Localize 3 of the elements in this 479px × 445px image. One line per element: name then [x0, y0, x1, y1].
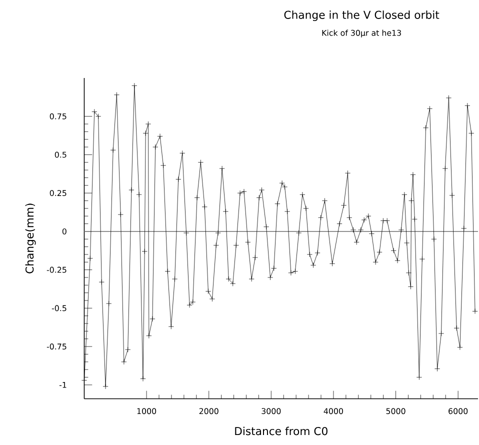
- x-axis-title: Distance from C0: [235, 426, 328, 436]
- chart-title: Change in the V Closed orbit: [284, 10, 440, 21]
- y-axis-title: Change(mm): [25, 204, 36, 274]
